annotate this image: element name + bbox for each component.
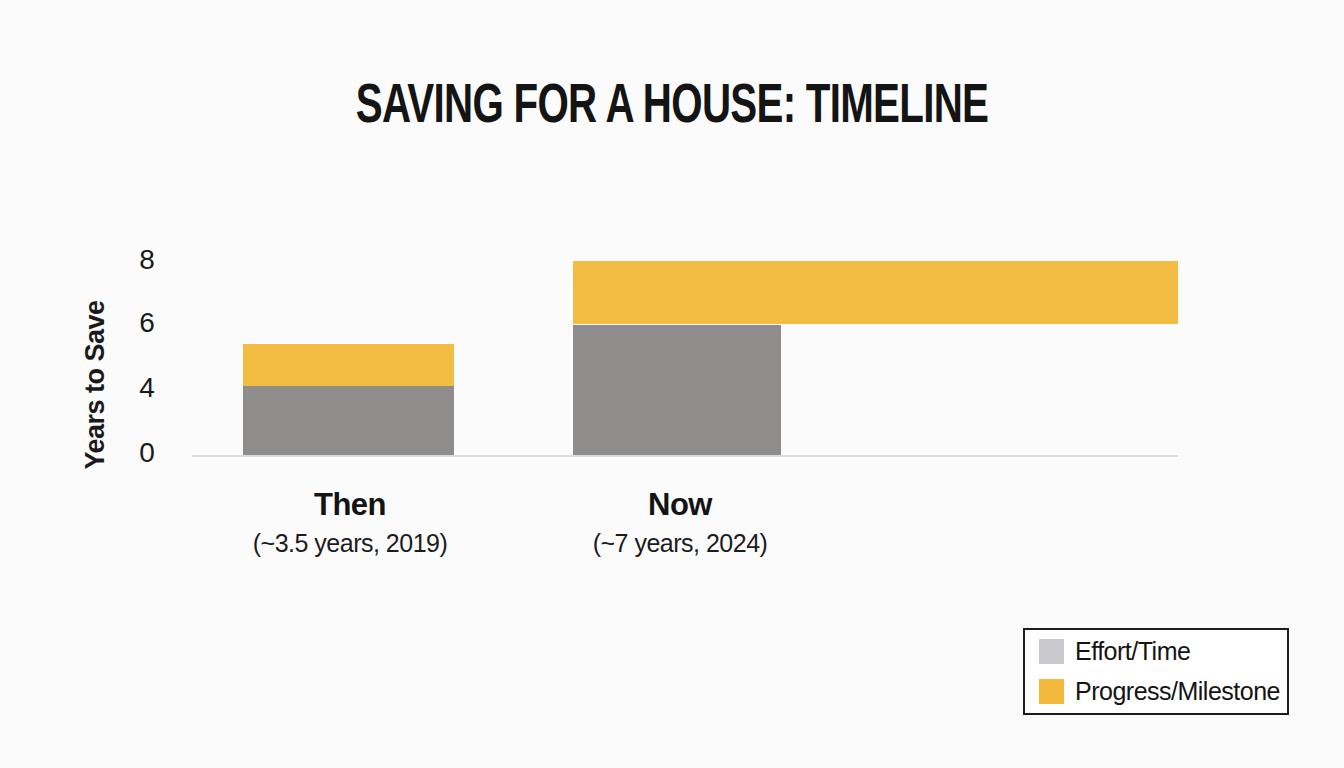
category-label-now: Now bbox=[593, 487, 768, 523]
legend-swatch-effort bbox=[1039, 639, 1064, 664]
chart-canvas: SAVING FOR A HOUSE: TIMELINE Years to Sa… bbox=[0, 0, 1344, 768]
category-then: Then (~3.5 years, 2019) bbox=[253, 487, 448, 558]
category-label-then: Then bbox=[253, 487, 448, 523]
y-axis-tick-8: 8 bbox=[139, 244, 155, 276]
now-effort-segment bbox=[573, 325, 781, 455]
category-sublabel-now: (~7 years, 2024) bbox=[593, 529, 768, 558]
then-effort-segment bbox=[243, 386, 454, 455]
legend-label-progress: Progress/Milestone bbox=[1075, 677, 1280, 706]
now-progress-segment bbox=[573, 261, 1178, 324]
y-axis-tick-4: 4 bbox=[139, 372, 155, 404]
y-axis-tick-6: 6 bbox=[139, 307, 155, 339]
category-now: Now (~7 years, 2024) bbox=[593, 487, 768, 558]
legend-label-effort: Effort/Time bbox=[1075, 637, 1190, 666]
y-axis-label: Years to Save bbox=[80, 300, 111, 469]
chart-title: SAVING FOR A HOUSE: TIMELINE bbox=[188, 70, 1156, 135]
x-axis-line bbox=[192, 455, 1178, 457]
category-sublabel-then: (~3.5 years, 2019) bbox=[253, 529, 448, 558]
legend-item-progress: Progress/Milestone bbox=[1039, 677, 1287, 706]
then-progress-segment bbox=[243, 344, 454, 386]
legend: Effort/Time Progress/Milestone bbox=[1023, 628, 1289, 715]
legend-item-effort: Effort/Time bbox=[1039, 637, 1287, 666]
y-axis-tick-0: 0 bbox=[139, 437, 155, 469]
legend-swatch-progress bbox=[1039, 679, 1064, 704]
